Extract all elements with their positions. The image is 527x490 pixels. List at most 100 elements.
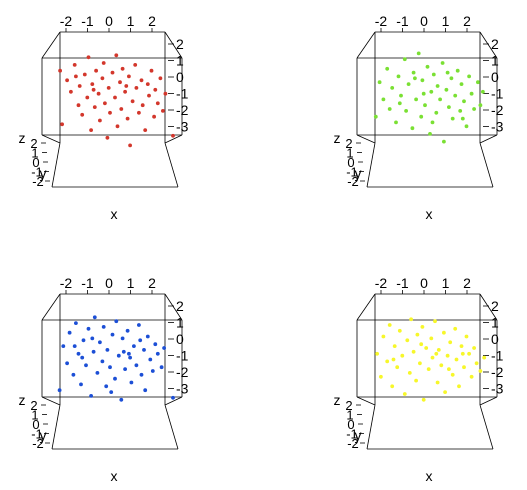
data-point <box>390 86 395 90</box>
data-point <box>103 101 107 106</box>
data-point <box>409 317 413 322</box>
z-tick-label: 1 <box>491 53 499 69</box>
data-point <box>445 70 450 75</box>
y-tick-label: -2 <box>347 436 359 451</box>
data-point <box>155 101 160 106</box>
data-point <box>402 57 407 62</box>
data-point <box>394 120 398 125</box>
x-tick-label: 0 <box>420 13 428 29</box>
x-tick-label: 2 <box>463 275 471 291</box>
box-edge <box>356 396 376 406</box>
data-point <box>414 378 418 383</box>
z-tick-label: 2 <box>491 298 499 314</box>
data-point <box>428 132 432 136</box>
data-point <box>444 87 449 92</box>
x-axis-label: x <box>426 206 433 222</box>
box-edge <box>356 31 376 59</box>
y-axis-label: y <box>40 165 47 181</box>
data-point <box>95 371 100 375</box>
data-point <box>137 323 141 327</box>
data-point <box>397 101 402 106</box>
x-axis-label: x <box>111 468 118 484</box>
z-tick-label: 0 <box>491 331 499 347</box>
data-point <box>150 369 155 373</box>
data-point <box>447 367 451 371</box>
data-point <box>434 110 439 115</box>
data-point <box>482 355 487 360</box>
data-point <box>121 349 126 354</box>
data-point <box>105 135 110 140</box>
data-point <box>65 78 69 83</box>
data-point <box>69 89 73 94</box>
box-edge <box>51 404 61 450</box>
data-point <box>462 99 466 104</box>
data-point <box>104 384 109 389</box>
x-tick-label: -1 <box>396 275 409 291</box>
data-point <box>126 351 131 356</box>
data-point <box>438 97 442 102</box>
data-point <box>142 348 146 352</box>
data-point <box>453 326 458 331</box>
z-axis-label: z <box>19 130 26 146</box>
data-point <box>455 68 460 73</box>
data-point <box>411 70 416 75</box>
y-tick-label: -1 <box>31 165 43 180</box>
z-tick-label: -2 <box>491 102 504 118</box>
z-tick-label: -3 <box>491 119 504 135</box>
data-point <box>171 395 175 400</box>
x-tick-label: 2 <box>148 275 156 291</box>
data-point <box>133 63 138 67</box>
data-point <box>106 86 111 90</box>
y-axis-label: y <box>355 165 362 181</box>
x-tick-label: 0 <box>105 275 113 291</box>
z-tick-label: 2 <box>176 36 184 52</box>
z-tick-label: 1 <box>176 53 184 69</box>
data-point <box>74 321 78 325</box>
y-axis-label: y <box>40 427 47 443</box>
data-point <box>163 91 168 96</box>
box-edge <box>164 31 183 59</box>
data-point <box>414 97 418 102</box>
data-point <box>134 86 139 90</box>
data-point <box>396 74 401 79</box>
data-point <box>464 124 469 129</box>
z-tick-label: -2 <box>176 102 189 118</box>
data-point <box>128 143 133 148</box>
data-point <box>145 334 150 339</box>
data-point <box>459 344 464 348</box>
z-tick-label: -1 <box>176 348 189 364</box>
box-edge <box>366 404 376 450</box>
data-point <box>421 397 426 402</box>
box-edge <box>164 396 183 406</box>
data-point <box>162 346 167 350</box>
y-tick-label: 0 <box>347 417 354 432</box>
data-point <box>120 336 125 341</box>
data-point <box>79 382 83 387</box>
data-point <box>424 346 429 350</box>
data-point <box>143 128 148 133</box>
data-point <box>381 97 386 102</box>
data-point <box>459 82 464 86</box>
data-point <box>90 336 95 341</box>
data-point <box>458 109 463 113</box>
box-edge <box>479 142 494 188</box>
y-tick-label: 1 <box>31 146 38 161</box>
data-point <box>448 340 453 345</box>
data-point <box>439 363 444 368</box>
data-point <box>391 357 396 362</box>
data-point <box>132 344 136 348</box>
box-edge <box>479 31 498 59</box>
data-point <box>108 365 112 370</box>
data-point <box>114 319 119 324</box>
data-point <box>92 105 97 109</box>
data-point <box>105 348 110 352</box>
data-point <box>399 93 403 98</box>
y-tick-label: 2 <box>30 398 37 413</box>
data-point <box>419 342 424 347</box>
data-point <box>402 392 407 396</box>
data-point <box>98 340 102 345</box>
data-point <box>100 76 105 81</box>
y-tick-label: 0 <box>32 417 39 432</box>
z-tick-label: -2 <box>491 364 504 380</box>
